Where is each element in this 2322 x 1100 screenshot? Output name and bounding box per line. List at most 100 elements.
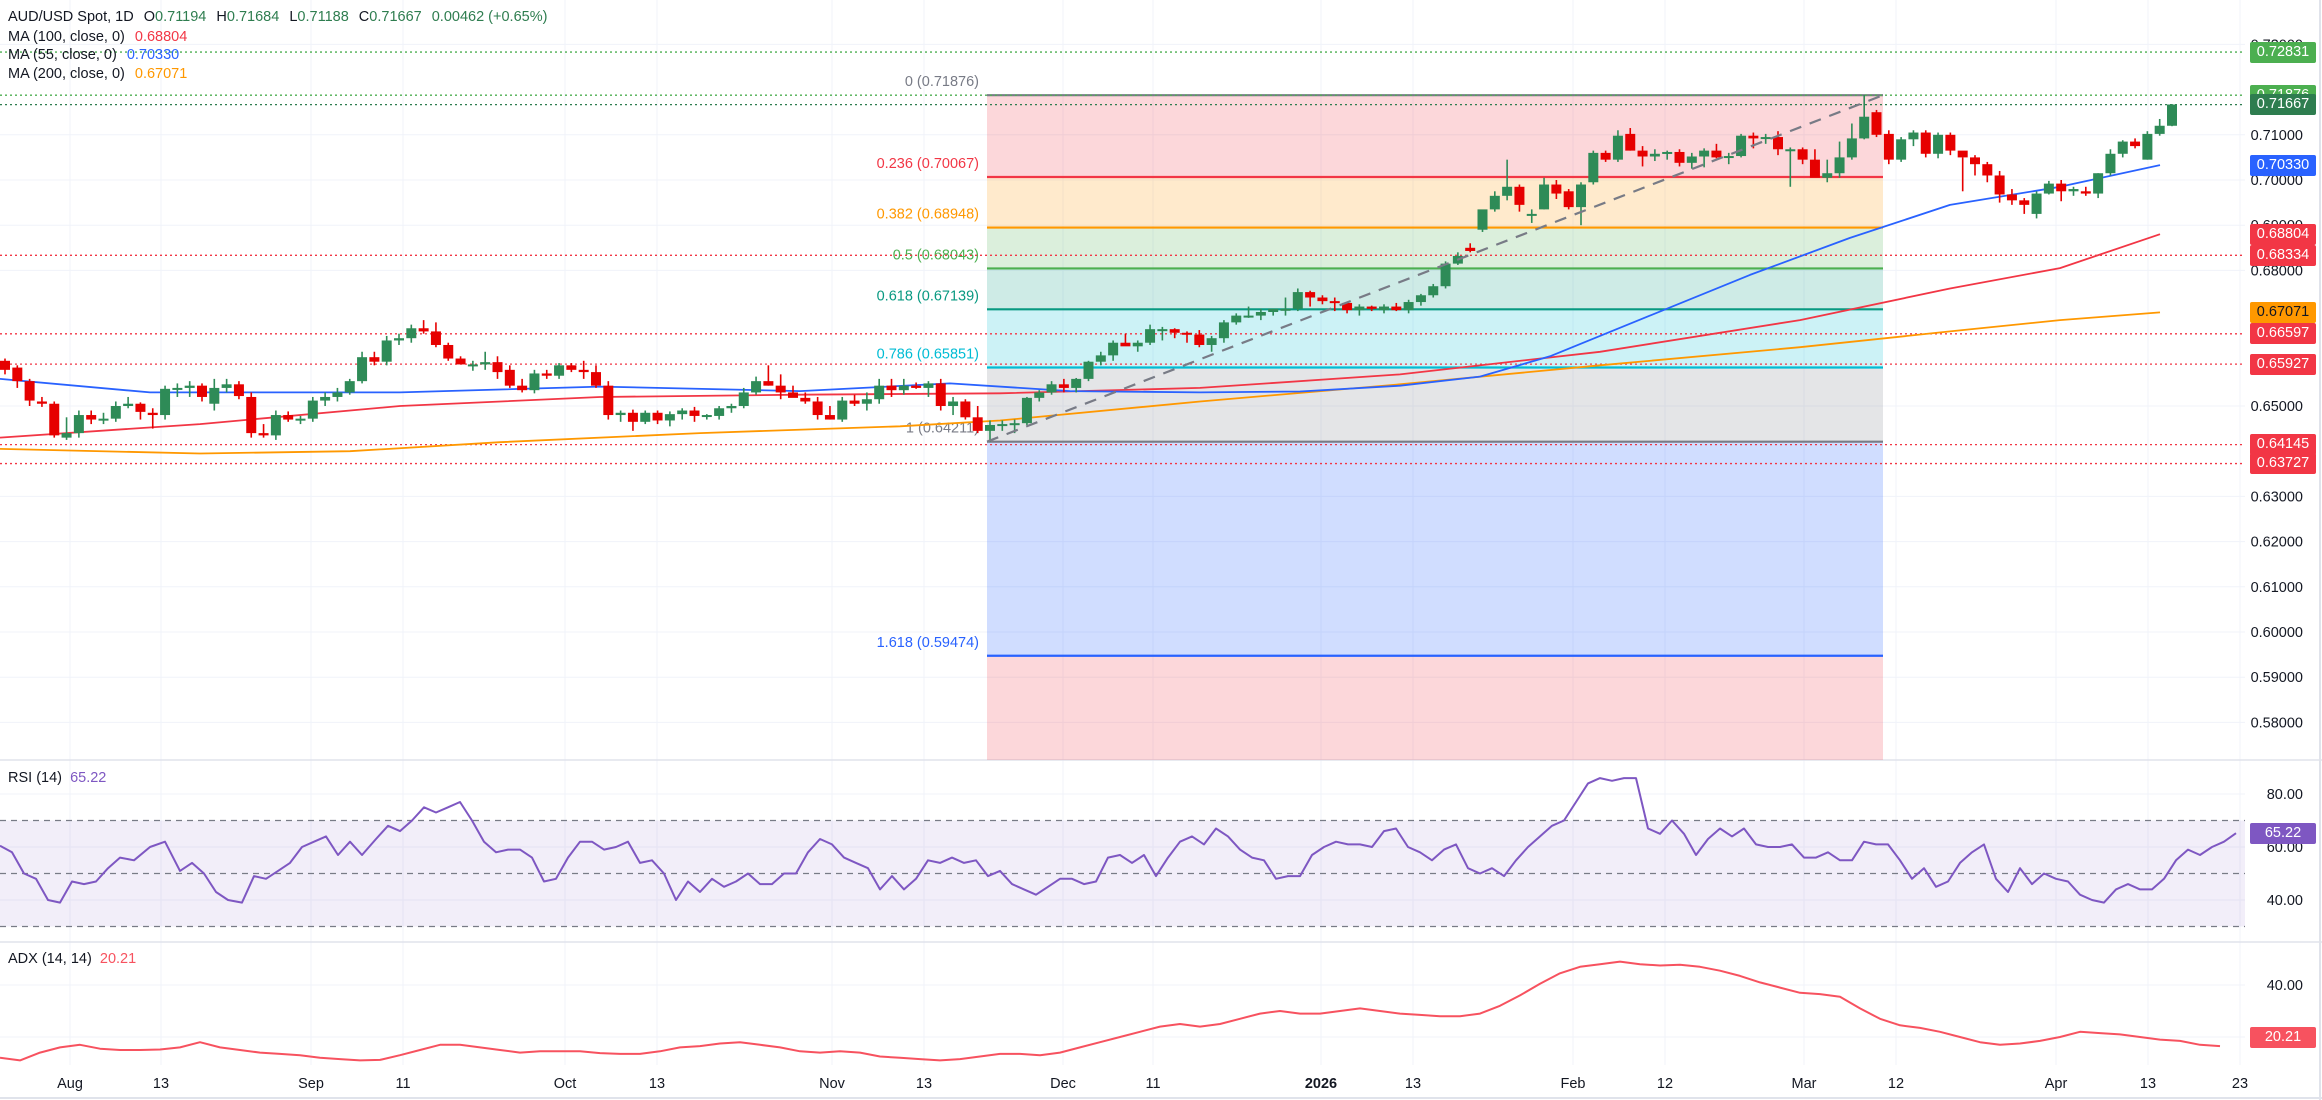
- ma200-line: [0, 311, 2161, 455]
- candle-body: [1231, 315, 1242, 323]
- candle-body: [209, 387, 220, 404]
- candle-body: [652, 412, 663, 421]
- candle-body: [1957, 150, 1968, 158]
- candle-body: [1699, 150, 1710, 157]
- candle-body: [1095, 355, 1106, 362]
- candle-body: [1009, 423, 1020, 426]
- candle-body: [1108, 342, 1119, 356]
- candle-body: [677, 410, 688, 415]
- horizontal-price-lines[interactable]: [0, 51, 2245, 465]
- rsi-axis-label: 40.00: [2267, 893, 2303, 909]
- candle-body: [935, 383, 946, 406]
- ma100-legend[interactable]: MA (100, close, 0) 0.68804: [8, 29, 193, 45]
- fib-level-label: 1.618 (0.59474): [877, 635, 979, 651]
- candle-body: [332, 392, 343, 397]
- candle-body: [541, 373, 552, 376]
- candle-body: [763, 381, 774, 386]
- candle-body: [1194, 334, 1205, 345]
- candle-body: [1711, 150, 1722, 158]
- candle-body: [443, 344, 454, 359]
- candle-body: [615, 412, 626, 416]
- candle-body: [1859, 116, 1870, 139]
- candle-body: [1933, 134, 1944, 154]
- candle-body: [1415, 295, 1426, 303]
- candle-body: [2031, 193, 2042, 214]
- time-axis-label: 13: [916, 1076, 932, 1092]
- candle-body: [172, 387, 183, 390]
- price-axis-label: 0.60000: [2251, 625, 2303, 641]
- trend-line: [986, 94, 1884, 443]
- fib-level-label: 0.236 (0.70067): [877, 156, 979, 172]
- candle-body: [1748, 135, 1759, 139]
- time-axis-label: 13: [1405, 1076, 1421, 1092]
- candle-body: [1034, 392, 1045, 398]
- fib-zone: [987, 95, 1883, 177]
- candle-body: [357, 357, 368, 382]
- candle-body: [1649, 153, 1660, 157]
- time-axis-label: Oct: [554, 1076, 577, 1092]
- moving-averages: [0, 164, 2161, 455]
- candle-body: [2056, 183, 2067, 192]
- adx-line: [0, 960, 2221, 1062]
- price-tag: 0.68804: [2250, 223, 2316, 245]
- candle-body: [36, 401, 47, 404]
- candle-body: [1834, 157, 1845, 174]
- adx-label: ADX (14, 14): [8, 951, 92, 967]
- candle-body: [246, 396, 257, 434]
- candle-body: [726, 406, 737, 409]
- candle-body: [812, 401, 823, 416]
- candle-body: [12, 367, 23, 382]
- candle-body: [714, 408, 725, 416]
- ma55-value: 0.70330: [126, 47, 180, 63]
- candle-body: [135, 403, 146, 412]
- fib-level-label: 0.618 (0.67139): [877, 288, 979, 304]
- candle-body: [578, 369, 589, 373]
- time-axis-label: Nov: [819, 1076, 846, 1092]
- candle-body: [701, 415, 712, 418]
- candle-body: [948, 401, 959, 406]
- candle-body: [554, 365, 565, 376]
- candle-body: [566, 365, 577, 370]
- fib-zone: [987, 367, 1883, 442]
- adx-legend[interactable]: ADX (14, 14) 20.21: [8, 951, 136, 967]
- candle-body: [1489, 195, 1500, 210]
- time-axis-label: 13: [2140, 1076, 2156, 1092]
- price-tag: 0.70330: [2250, 154, 2316, 176]
- ohlc-close: C0.71667: [358, 9, 422, 25]
- price-axis-label: 0.71000: [2251, 128, 2303, 144]
- time-axis-label: 12: [1888, 1076, 1904, 1092]
- ma55-legend[interactable]: MA (55, close, 0) 0.70330: [8, 47, 185, 63]
- time-axis-label: 13: [153, 1076, 169, 1092]
- ma200-legend[interactable]: MA (200, close, 0) 0.67071: [8, 66, 193, 82]
- candle-body: [307, 400, 318, 419]
- candle-body: [221, 384, 232, 388]
- candle-body: [430, 331, 441, 345]
- candle-body: [1982, 164, 1993, 176]
- candle-body: [184, 385, 195, 388]
- candle-body: [837, 400, 848, 420]
- candle-body: [1514, 186, 1525, 205]
- candle-body: [2130, 141, 2141, 147]
- candle-body: [1132, 342, 1143, 347]
- candle-body: [1268, 308, 1279, 312]
- candle-body: [369, 357, 380, 362]
- price-tag: 0.64145: [2250, 434, 2316, 456]
- candle-body: [1218, 322, 1229, 339]
- candle-body: [1391, 306, 1402, 311]
- price-axis-label: 0.63000: [2251, 489, 2303, 505]
- price-axis-label: 0.59000: [2251, 670, 2303, 686]
- time-axis-label: 13: [649, 1076, 665, 1092]
- fib-trend-line[interactable]: [986, 94, 1884, 443]
- rsi-legend[interactable]: RSI (14) 65.22: [8, 770, 106, 786]
- time-axis-label: 23: [2232, 1076, 2248, 1092]
- fib-level-label: 0.382 (0.68948): [877, 207, 979, 223]
- candle-body: [480, 362, 491, 365]
- candle-body: [1021, 397, 1032, 424]
- candle-body: [886, 385, 897, 391]
- fib-zone: [987, 227, 1883, 269]
- time-axis-label: Mar: [1792, 1076, 1817, 1092]
- ma200-label: MA (200, close, 0): [8, 66, 125, 82]
- candle-body: [1317, 297, 1328, 302]
